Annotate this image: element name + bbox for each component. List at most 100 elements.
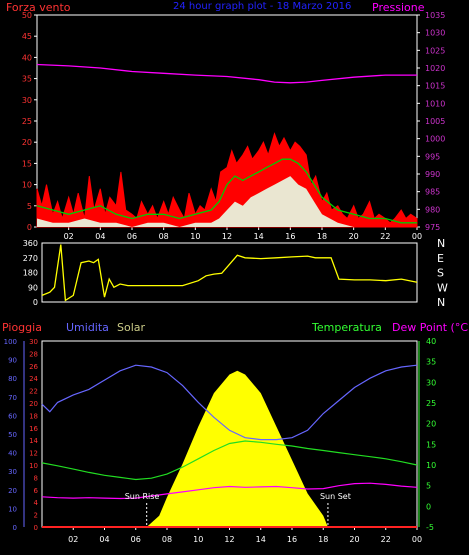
time-tick-label: 06 — [131, 535, 141, 544]
time-tick-label: 08 — [162, 535, 172, 544]
wind-tick-label: 45 — [22, 32, 32, 41]
wind-tick-label: 20 — [22, 138, 32, 147]
rain-tick-label: 16 — [29, 425, 38, 433]
wind-tick-label: 10 — [22, 181, 32, 190]
temperature-tick-label: 15 — [426, 440, 436, 449]
time-tick-label: 20 — [349, 232, 359, 241]
time-tick-label: 06 — [127, 232, 137, 241]
rain-tick-label: 22 — [29, 388, 38, 396]
humidity-tick-label: 90 — [8, 357, 17, 365]
direction-tick-label: 0 — [33, 298, 38, 307]
direction-tick-label: 360 — [23, 239, 38, 248]
wind-tick-label: 25 — [22, 117, 32, 126]
rain-axis-label: Pioggia — [2, 321, 42, 334]
dewpoint-series — [41, 482, 418, 500]
wind-tick-label: 5 — [27, 202, 32, 211]
temperature-tick-label: 20 — [426, 420, 436, 429]
pressure-tick-label: 1010 — [425, 99, 445, 108]
direction-tick-label: 90 — [28, 283, 38, 292]
wind-tick-label: 30 — [22, 96, 32, 105]
temperature-tick-label: 0 — [426, 502, 431, 511]
wind-min-series — [37, 176, 417, 227]
humidity-tick-label: 40 — [8, 450, 17, 458]
pressure-series — [36, 63, 417, 84]
pressure-tick-label: 975 — [425, 223, 440, 232]
time-tick-label: 22 — [380, 232, 390, 241]
time-tick-label: 00 — [412, 535, 422, 544]
temperature-tick-label: 30 — [426, 378, 436, 387]
pressure-tick-label: 980 — [425, 205, 440, 214]
rain-tick-label: 20 — [29, 400, 38, 408]
dewpoint-axis-label: Dew Point (°C) — [392, 321, 469, 334]
pressure-tick-label: 995 — [425, 152, 440, 161]
time-tick-label: 18 — [317, 232, 327, 241]
temperature-tick-label: 25 — [426, 399, 436, 408]
humidity-tick-label: 30 — [8, 468, 17, 476]
rain-tick-label: 28 — [29, 350, 38, 358]
rain-tick-label: 0 — [34, 524, 38, 532]
time-tick-label: 12 — [222, 232, 232, 241]
time-tick-label: 14 — [254, 232, 264, 241]
compass-label: S — [437, 267, 444, 280]
humidity-tick-label: 50 — [8, 431, 17, 439]
temperature-tick-label: 40 — [426, 337, 436, 346]
wind-axis-label: Forza vento — [6, 1, 71, 14]
compass-label: W — [437, 281, 448, 294]
rain-tick-label: 8 — [34, 474, 38, 482]
time-tick-label: 16 — [285, 232, 295, 241]
compass-label: N — [437, 237, 445, 250]
temperature-tick-label: 10 — [426, 461, 436, 470]
temperature-tick-label: -5 — [426, 523, 434, 532]
direction-tick-label: 270 — [23, 254, 38, 263]
rain-tick-label: 26 — [29, 363, 38, 371]
pressure-tick-label: 1030 — [425, 29, 445, 38]
time-tick-label: 12 — [224, 535, 234, 544]
time-tick-label: 10 — [190, 232, 200, 241]
time-tick-label: 04 — [99, 535, 109, 544]
direction-series — [41, 244, 418, 302]
pressure-tick-label: 1005 — [425, 117, 445, 126]
time-tick-label: 02 — [68, 535, 78, 544]
humidity-axis-label: Umidita — [66, 321, 109, 334]
humidity-tick-label: 10 — [8, 505, 17, 513]
temperature-series — [41, 440, 418, 481]
rain-tick-label: 14 — [29, 437, 38, 445]
rain-tick-label: 12 — [29, 450, 38, 458]
time-tick-label: 04 — [95, 232, 105, 241]
solar-label: Solar — [117, 321, 146, 334]
pressure-tick-label: 1000 — [425, 135, 445, 144]
pressure-tick-label: 1035 — [425, 11, 445, 20]
rain-tick-label: 2 — [34, 512, 38, 520]
temperature-axis-label: Temperatura — [311, 321, 382, 334]
rain-tick-label: 30 — [29, 338, 38, 346]
time-tick-label: 18 — [318, 535, 328, 544]
temperature-tick-label: 35 — [426, 358, 436, 367]
temperature-tick-label: 5 — [426, 482, 431, 491]
panel2-frame — [41, 242, 418, 303]
pressure-tick-label: 985 — [425, 188, 440, 197]
humidity-tick-label: 80 — [8, 375, 17, 383]
rain-tick-label: 10 — [29, 462, 38, 470]
time-tick-label: 22 — [381, 535, 391, 544]
rain-tick-label: 24 — [29, 375, 38, 383]
time-tick-label: 14 — [256, 535, 266, 544]
rain-tick-label: 6 — [34, 487, 39, 495]
time-tick-label: 20 — [349, 535, 359, 544]
wind-avg-series — [36, 158, 417, 224]
wind-tick-label: 15 — [22, 159, 32, 168]
pressure-tick-label: 1015 — [425, 82, 445, 91]
compass-label: E — [437, 252, 444, 265]
rain-tick-label: 4 — [34, 499, 39, 507]
chart-title: 24 hour graph plot - 18 Marzo 2016 — [173, 1, 351, 12]
wind-pressure-panel: 0510152025303540455097598098599099510001… — [22, 11, 446, 241]
sunset-label: Sun Set — [320, 492, 351, 501]
rain-tick-label: 18 — [29, 412, 38, 420]
humidity-tick-label: 70 — [8, 394, 17, 402]
sunrise-label: Sun Rise — [125, 492, 160, 501]
wind-tick-label: 35 — [22, 75, 32, 84]
weather-lower-panel: 0102030405060708090100024681012141618202… — [4, 337, 437, 544]
wind-tick-label: 50 — [22, 11, 32, 20]
humidity-series — [41, 364, 418, 441]
